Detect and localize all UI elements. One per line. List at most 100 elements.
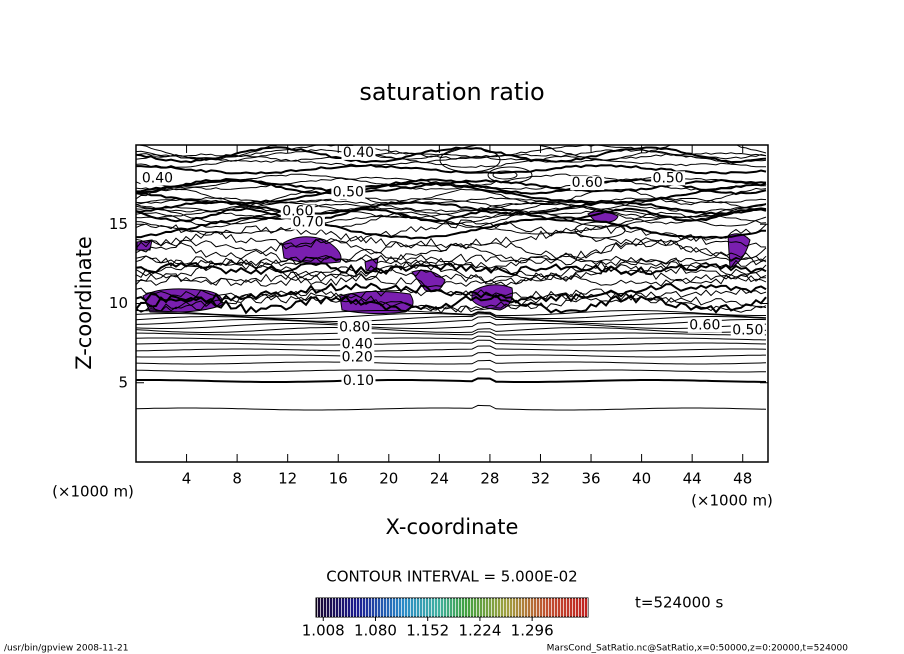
contour-label: 0.70 <box>292 215 323 231</box>
contour-line <box>136 237 767 266</box>
contour-label: 0.10 <box>343 373 374 389</box>
contour-line <box>136 282 767 304</box>
contour-line <box>136 207 767 223</box>
x-tick-label: 36 <box>581 470 600 488</box>
contour-line <box>136 327 767 333</box>
contour-line <box>439 147 501 173</box>
label-bg <box>687 318 722 333</box>
label-bg <box>341 374 376 389</box>
contour-line <box>136 253 767 267</box>
contour-line <box>136 216 766 240</box>
region <box>727 233 751 269</box>
contour-line <box>136 368 767 373</box>
time-label: t=524000 s <box>635 594 723 612</box>
contour-line <box>136 257 767 281</box>
colorbar-stripes <box>316 598 588 617</box>
contour-line <box>487 166 533 184</box>
contour-label: 0.50 <box>732 322 763 338</box>
x-tick-label: 4 <box>182 470 192 488</box>
plot-area: 0.400.400.500.60 0.500.600.700.800.400.20… <box>136 145 767 411</box>
contour-line <box>136 200 767 216</box>
label-bg <box>341 145 376 160</box>
x-tick-label: 16 <box>329 470 348 488</box>
colorbar-ticks: 1.008 1.080 1.152 1.224 1.296 <box>302 617 554 640</box>
x-tick-label: 40 <box>632 470 651 488</box>
label-bg <box>140 171 175 186</box>
contour-line <box>136 339 767 346</box>
contour-line <box>136 288 767 314</box>
contour-line <box>136 359 767 365</box>
contour-line <box>136 311 767 319</box>
label-bg <box>570 176 605 191</box>
contour-line <box>136 316 767 325</box>
y-tick-label: 10 <box>109 294 128 312</box>
x-unit: (×1000 m) <box>52 483 134 501</box>
x-tick-label: 12 <box>278 470 297 488</box>
contour-line <box>136 335 767 341</box>
colorbar-tick-label: 1.152 <box>406 622 449 640</box>
contour-label: 0.50 <box>333 185 364 201</box>
contour-label: 0.50 <box>653 170 684 186</box>
x-tick-label: 32 <box>531 470 550 488</box>
chart-title: saturation ratio <box>359 78 544 106</box>
label-bg <box>651 171 686 186</box>
y-tick-label: 15 <box>109 215 128 233</box>
label-bg <box>331 185 366 200</box>
contour-line <box>136 253 767 271</box>
contour-line <box>136 152 767 163</box>
contour-line <box>136 331 767 336</box>
contour-labels: 0.400.400.500.60 0.500.600.700.800.400.20… <box>140 145 765 389</box>
contour-line <box>492 170 518 180</box>
contour-line <box>136 181 767 205</box>
contour-line <box>136 153 767 167</box>
contour-label: 0.40 <box>342 337 373 353</box>
x-tick-label: 24 <box>430 470 449 488</box>
contour-interval: CONTOUR INTERVAL = 5.000E-02 <box>326 568 577 586</box>
label-bg <box>337 320 372 335</box>
contour-line <box>136 260 767 287</box>
x-tick-label: 20 <box>379 470 398 488</box>
contour-label: 0.20 <box>342 349 373 365</box>
contour-line <box>136 197 767 216</box>
colorbar-tick-label: 1.080 <box>354 622 397 640</box>
region <box>281 236 342 264</box>
label-bg <box>340 337 375 352</box>
contour-line <box>136 272 767 288</box>
contour-line <box>136 146 767 164</box>
label-bg <box>280 204 315 219</box>
contour-line <box>136 211 767 228</box>
contour-line <box>136 206 767 219</box>
y-tick-label: 5 <box>118 373 128 391</box>
contour-line <box>574 221 626 239</box>
contour-line <box>136 219 767 248</box>
y-axis-label: Z-coordinate <box>72 236 96 370</box>
contour-line <box>136 321 767 329</box>
contour-label: 0.60 <box>282 204 313 220</box>
contour-line <box>136 148 767 168</box>
contour-line <box>136 202 767 225</box>
contour-line <box>136 345 767 352</box>
contour-line <box>136 287 767 301</box>
contour-line <box>136 404 767 411</box>
contour-label: 0.40 <box>142 170 173 186</box>
contour-line <box>136 313 767 322</box>
footer-left: /usr/bin/gpview 2008-11-21 <box>4 644 128 654</box>
x-tick-label: 48 <box>733 470 752 488</box>
colorbar-tick-label: 1.224 <box>458 622 501 640</box>
contour-line <box>136 262 767 276</box>
colorbar-tick-label: 1.296 <box>511 622 554 640</box>
contour-label: 0.40 <box>343 145 374 161</box>
colorbar-tick-label: 1.008 <box>302 622 345 640</box>
label-bg <box>730 323 765 338</box>
contour-line <box>136 265 767 285</box>
contour-line <box>136 351 767 358</box>
x-axis-label: X-coordinate <box>386 515 519 539</box>
x-tick-label: 8 <box>232 470 242 488</box>
contour-line <box>136 377 767 383</box>
x-unit: (×1000 m) <box>691 492 773 510</box>
contour-line <box>136 163 767 175</box>
footer-right: MarsCond_SatRatio.nc@SatRatio,x=0:50000,… <box>547 644 849 654</box>
contour-lines <box>136 145 767 411</box>
